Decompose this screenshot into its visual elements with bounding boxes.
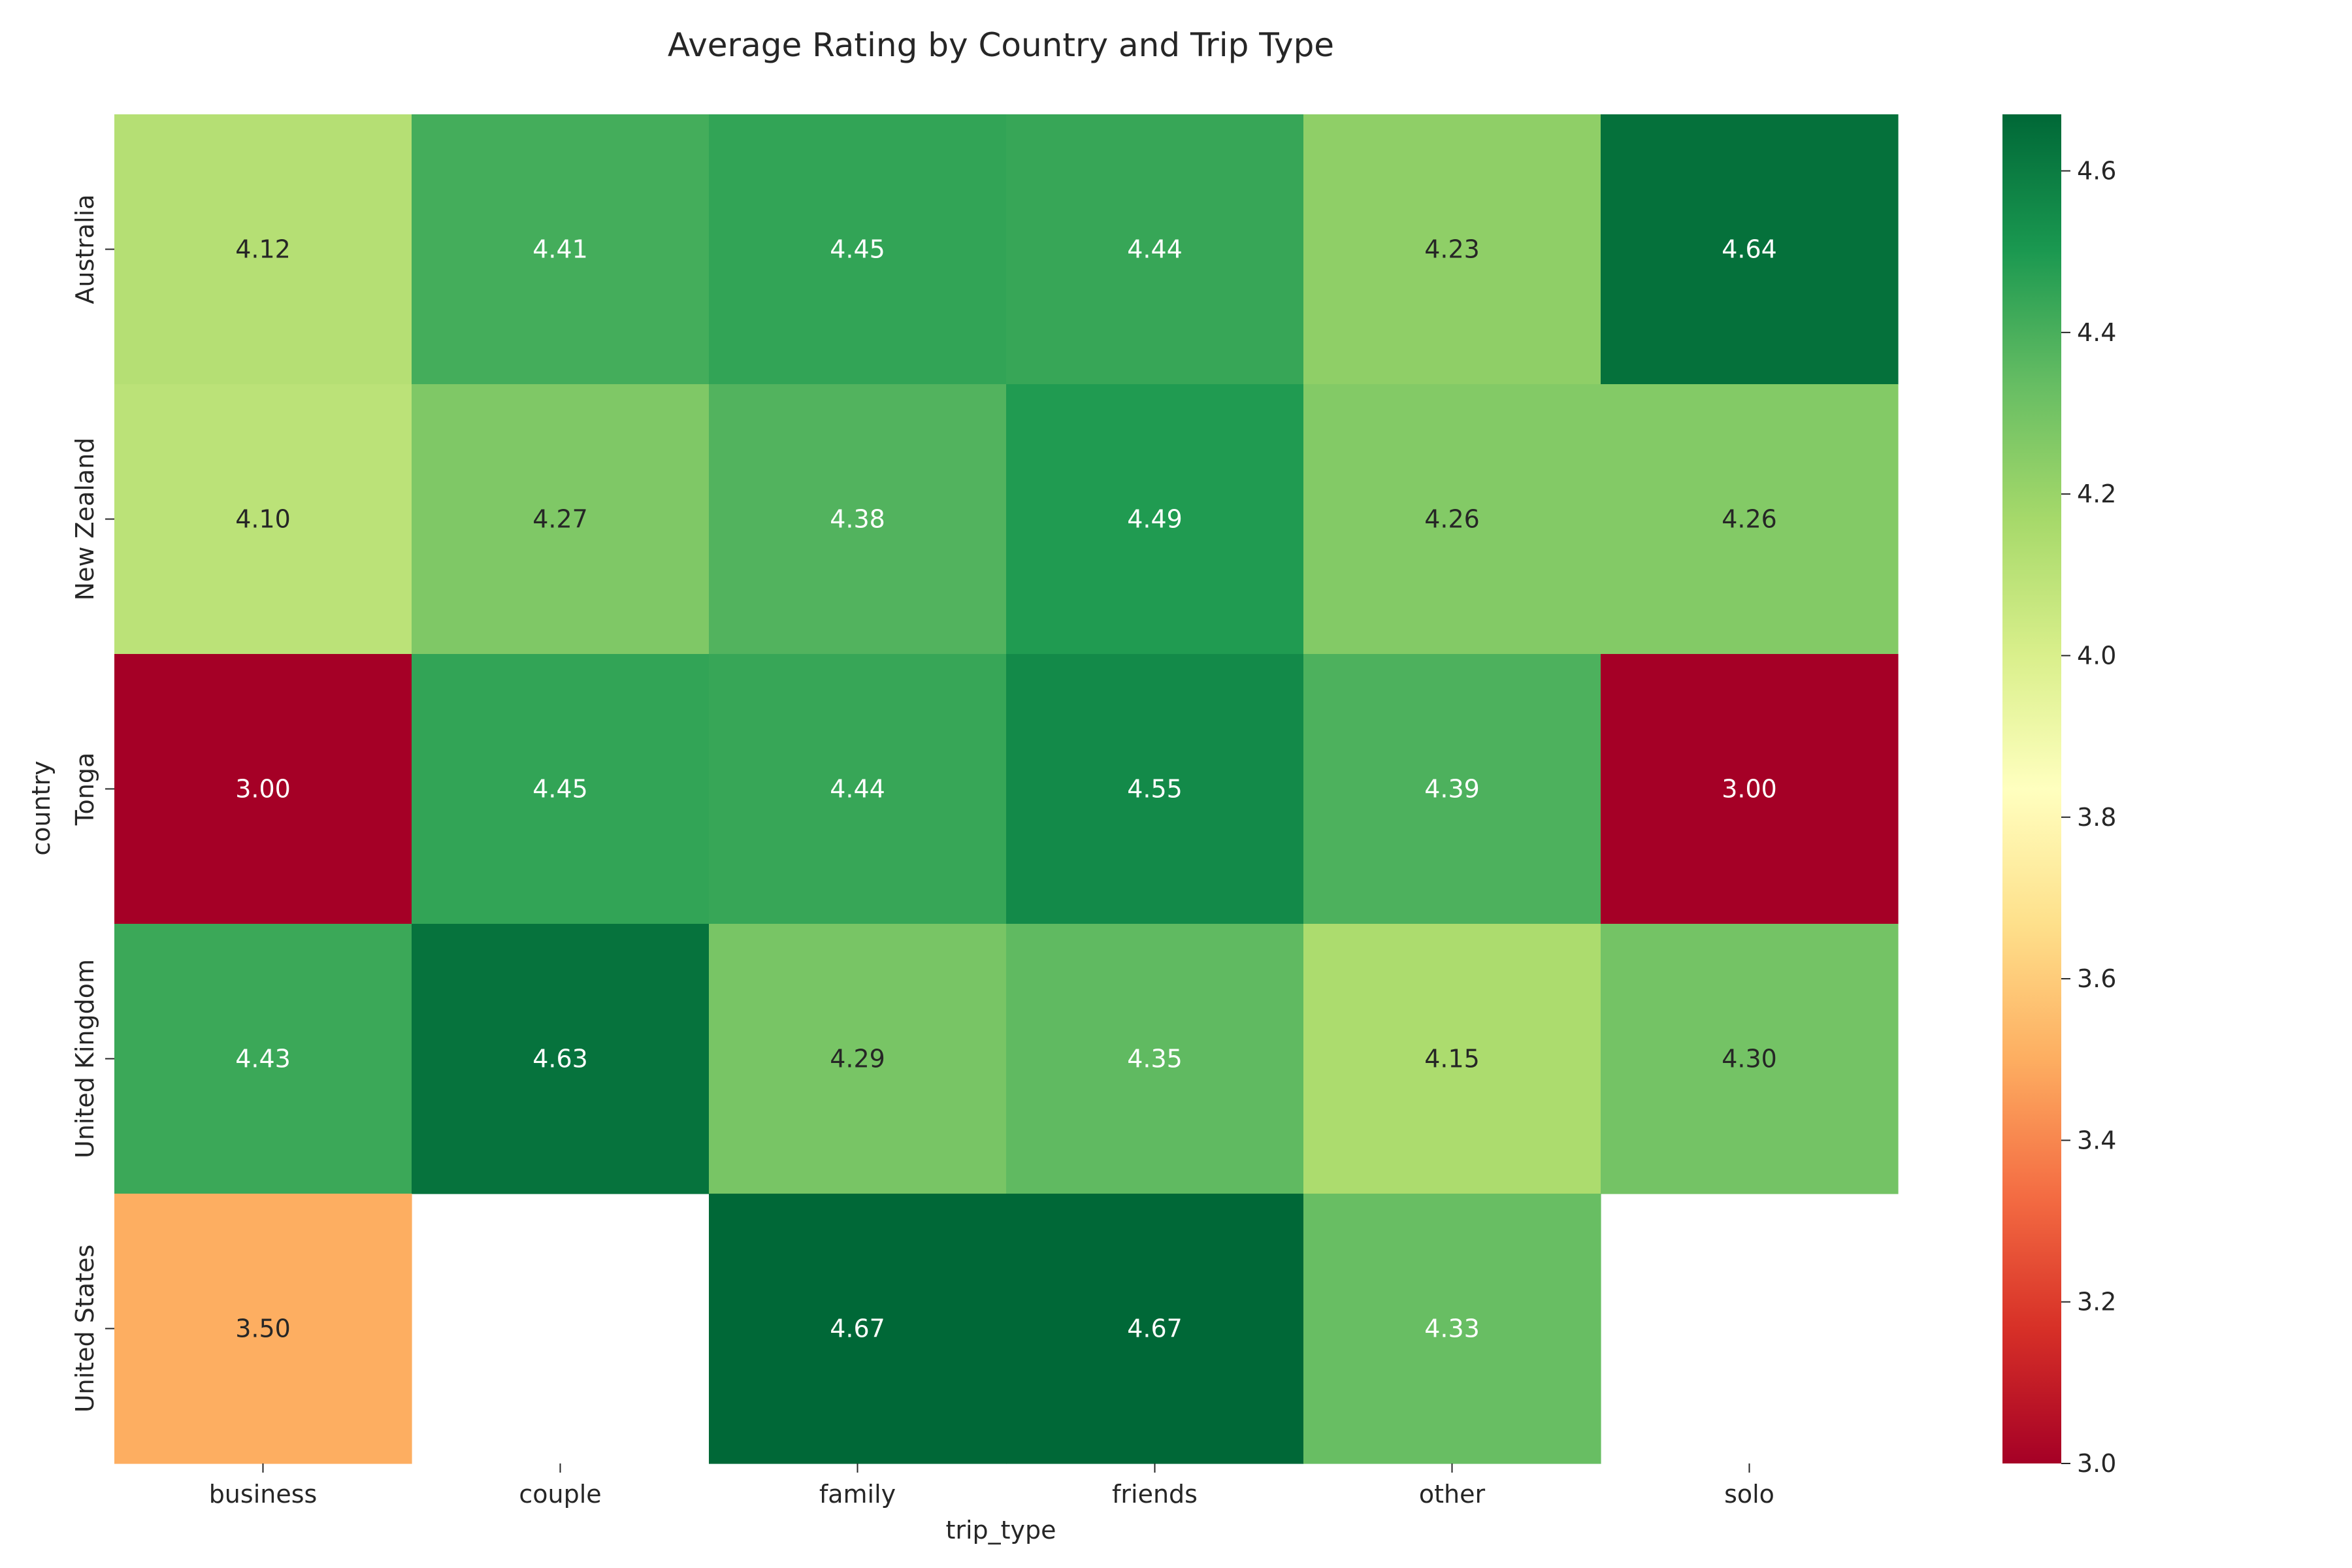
colorbar-gradient — [2002, 114, 2061, 1463]
colorbar-tick-label: 3.6 — [2077, 964, 2116, 993]
heatmap-cell — [1601, 654, 1899, 924]
heatmap-cell — [1303, 924, 1601, 1194]
heatmap-cell — [709, 1194, 1007, 1464]
cell-value-label: 4.55 — [1127, 775, 1183, 804]
heatmap-cell — [114, 654, 412, 924]
heatmap-cell — [114, 114, 412, 385]
colorbar-tick-label: 4.0 — [2077, 641, 2116, 670]
cell-value-label: 4.45 — [830, 235, 885, 264]
colorbar-tick-label: 3.2 — [2077, 1288, 2116, 1316]
colorbar-tick-label: 4.4 — [2077, 318, 2116, 347]
y-axis: Australia New Zealand Tonga United Kingdom U… — [71, 194, 114, 1413]
heatmap-cell — [1303, 1194, 1601, 1464]
cell-value-label: 3.00 — [235, 775, 291, 804]
heatmap-cell — [709, 654, 1007, 924]
cell-value-label: 3.00 — [1722, 775, 1777, 804]
heatmap-cell — [412, 384, 710, 655]
cell-value-label: 4.35 — [1127, 1045, 1183, 1073]
heatmap-cell — [114, 384, 412, 655]
heatmap-cell — [1006, 924, 1304, 1194]
chart-title: Average Rating by Country and Trip Type — [668, 26, 1334, 64]
cell-value-label: 4.67 — [830, 1315, 885, 1343]
cell-value-label: 4.27 — [532, 505, 588, 534]
cell-value-label: 4.67 — [1127, 1315, 1183, 1343]
heatmap-cell — [412, 924, 710, 1194]
x-tick-label: business — [209, 1480, 318, 1509]
cell-value-label: 4.38 — [830, 505, 885, 534]
cell-value-label: 4.63 — [532, 1045, 588, 1073]
y-tick-label: United Kingdom — [71, 959, 99, 1158]
heatmap-cell — [709, 114, 1007, 385]
x-tick-label: solo — [1724, 1480, 1774, 1509]
heatmap-cell — [1303, 384, 1601, 655]
x-axis: business couple family friends other solo — [209, 1463, 1774, 1509]
heatmap-cell — [1006, 654, 1304, 924]
cell-value-label: 4.29 — [830, 1045, 885, 1073]
y-tick-label: New Zealand — [71, 438, 99, 601]
heatmap-cell — [412, 114, 710, 385]
cell-value-label: 4.26 — [1722, 505, 1777, 534]
heatmap-cell — [709, 384, 1007, 655]
heatmap-cell — [1601, 924, 1899, 1194]
heatmap-cell — [1601, 114, 1899, 385]
heatmap-cell — [1006, 384, 1304, 655]
colorbar-tick-label: 4.6 — [2077, 157, 2116, 186]
cell-value-label: 4.30 — [1722, 1045, 1777, 1073]
y-tick-label: United States — [71, 1245, 99, 1413]
heatmap-cell — [1303, 654, 1601, 924]
y-tick-label: Australia — [71, 194, 99, 304]
y-axis-label: country — [27, 760, 56, 855]
x-tick-label: friends — [1112, 1480, 1198, 1509]
heatmap-cell — [1303, 114, 1601, 385]
cell-value-label: 3.50 — [235, 1315, 291, 1343]
heatmap-cell — [1006, 1194, 1304, 1464]
colorbar-tick-label: 4.2 — [2077, 480, 2116, 508]
cell-value-label: 4.33 — [1424, 1315, 1480, 1343]
heatmap-cell — [114, 1194, 412, 1464]
heatmap-cell — [114, 924, 412, 1194]
heatmap-cell — [412, 654, 710, 924]
cell-value-label: 4.12 — [235, 235, 291, 264]
colorbar-tick-label: 3.4 — [2077, 1126, 2116, 1154]
heatmap-cell — [709, 924, 1007, 1194]
cell-value-label: 4.43 — [235, 1045, 291, 1073]
colorbar-tick-label: 3.8 — [2077, 803, 2116, 832]
cell-value-label: 4.49 — [1127, 505, 1183, 534]
cell-value-label: 4.39 — [1424, 775, 1480, 804]
x-axis-label: trip_type — [945, 1516, 1056, 1544]
cell-value-label: 4.10 — [235, 505, 291, 534]
colorbar: 3.0 3.2 3.4 3.6 3.8 4.0 4.2 4.4 4.6 — [2002, 114, 2116, 1478]
cell-value-label: 4.23 — [1424, 235, 1480, 264]
heatmap-cells: 4.12 4.41 4.45 4.44 4.23 4.64 4.10 4.27 4.38 4.49… — [114, 114, 1899, 1464]
cell-value-label: 4.26 — [1424, 505, 1480, 534]
colorbar-tick-label: 3.0 — [2077, 1449, 2116, 1478]
x-tick-label: couple — [519, 1480, 601, 1509]
cell-value-label: 4.45 — [532, 775, 588, 804]
heatmap-cell — [1601, 384, 1899, 655]
y-tick-label: Tonga — [71, 753, 99, 826]
heatmap-cell — [1006, 114, 1304, 385]
x-tick-label: other — [1419, 1480, 1486, 1509]
cell-value-label: 4.44 — [1127, 235, 1183, 264]
x-tick-label: family — [819, 1480, 896, 1509]
cell-value-label: 4.41 — [532, 235, 588, 264]
cell-value-label: 4.44 — [830, 775, 885, 804]
cell-value-label: 4.15 — [1424, 1045, 1480, 1073]
cell-value-label: 4.64 — [1722, 235, 1777, 264]
